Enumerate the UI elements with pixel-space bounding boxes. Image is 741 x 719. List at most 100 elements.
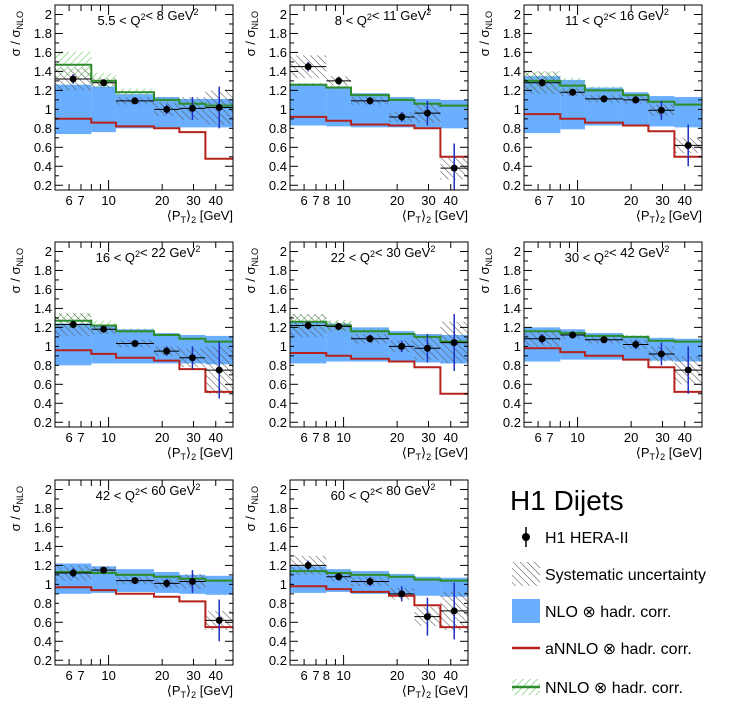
x-tick-label: 7	[77, 668, 84, 683]
y-tick-label: 1.4	[34, 539, 52, 554]
nnlo-line	[524, 79, 702, 106]
y-tick-label: 2	[280, 244, 287, 259]
panel-3: 0.2 0.4 0.6 0.8 1 1.2 1.4 1.6 1.8 2 6 7 10 20 30 40⟨PT⟩…	[477, 4, 703, 225]
y-tick-label: 0.8	[34, 121, 52, 136]
y-tick-label: 0.2	[503, 178, 521, 193]
x-tick-label: 30	[421, 430, 435, 445]
x-tick-label: 40	[444, 193, 458, 208]
y-tick-label: 2	[45, 482, 52, 497]
y-tick-label: 0.4	[269, 396, 287, 411]
data-point	[569, 331, 577, 339]
x-tick-label: 30	[186, 193, 200, 208]
x-tick-label: 10	[336, 193, 350, 208]
data-point	[304, 561, 312, 569]
x-tick-label: 30	[186, 430, 200, 445]
data-point	[100, 566, 108, 574]
data-point	[450, 164, 458, 172]
y-axis-label: σ / σNLO	[477, 11, 494, 56]
data-point	[657, 350, 665, 358]
data-point	[600, 95, 608, 103]
y-tick-label: 1.6	[269, 45, 287, 60]
data-point	[423, 109, 431, 117]
nnlo-line	[524, 330, 702, 343]
y-tick-label: 1.6	[503, 282, 521, 297]
x-tick-label: 7	[312, 668, 319, 683]
x-tick-label: 6	[300, 668, 307, 683]
y-tick-label: 1.8	[503, 263, 521, 278]
y-axis-label: σ / σNLO	[243, 248, 260, 293]
data-point	[335, 77, 343, 85]
panel-plot-area	[524, 71, 702, 167]
y-tick-label: 1.6	[269, 282, 287, 297]
nnlo-line	[290, 570, 468, 582]
x-tick-label: 20	[390, 430, 404, 445]
panel-title: 16 < Q2< 22 GeV2	[96, 244, 201, 265]
x-tick-label: 20	[624, 430, 638, 445]
y-tick-label: 2	[280, 482, 287, 497]
y-tick-label: 2	[45, 7, 52, 22]
y-tick-label: 0.2	[34, 178, 52, 193]
annlo-line	[524, 113, 702, 158]
x-tick-label: 20	[155, 668, 169, 683]
y-tick-label: 1.8	[269, 501, 287, 516]
data-point	[69, 321, 77, 329]
data-point	[632, 96, 640, 104]
x-tick-label: 6	[300, 430, 307, 445]
x-axis-label: ⟨PT⟩2 [GeV]	[636, 445, 702, 462]
x-tick-label: 8	[323, 193, 330, 208]
data-point	[215, 616, 223, 624]
x-axis-label: ⟨PT⟩2 [GeV]	[167, 683, 233, 700]
y-tick-label: 0.2	[34, 653, 52, 668]
x-tick-label: 6	[65, 668, 72, 683]
x-tick-label: 10	[336, 668, 350, 683]
legend-hatch-swatch	[512, 562, 540, 586]
panel-frame	[523, 4, 703, 191]
y-tick-label: 0.4	[269, 159, 287, 174]
x-axis-label: ⟨PT⟩2 [GeV]	[402, 683, 468, 700]
x-tick-label: 40	[678, 430, 692, 445]
y-tick-label: 0.2	[269, 178, 287, 193]
x-tick-label: 40	[209, 430, 223, 445]
y-tick-label: 0.8	[269, 121, 287, 136]
x-tick-label: 7	[77, 430, 84, 445]
data-point	[423, 613, 431, 621]
x-tick-label: 6	[300, 193, 307, 208]
data-point	[215, 366, 223, 374]
panel-frame	[289, 479, 469, 666]
panel-title: 22 < Q2< 30 GeV2	[331, 244, 436, 265]
y-tick-label: 0.2	[503, 415, 521, 430]
legend-data-marker	[522, 533, 530, 541]
x-tick-label: 30	[655, 430, 669, 445]
x-axis-label: ⟨PT⟩2 [GeV]	[402, 445, 468, 462]
y-tick-label: 0.8	[503, 121, 521, 136]
data-point	[684, 141, 692, 149]
y-axis-label: σ / σNLO	[8, 11, 25, 56]
data-point	[69, 75, 77, 83]
y-tick-label: 1	[45, 339, 52, 354]
nnlo-line	[55, 63, 233, 107]
legend-label: NNLO ⊗ hadr. corr.	[545, 680, 683, 697]
data-point	[335, 573, 343, 581]
data-point	[100, 325, 108, 333]
panel-1: 0.2 0.4 0.6 0.8 1 1.2 1.4 1.6 1.8 2 6 7 10 20 30 40⟨PT⟩…	[8, 4, 234, 225]
data-point	[398, 342, 406, 350]
data-point	[304, 321, 312, 329]
y-tick-label: 1.8	[269, 26, 287, 41]
y-tick-label: 1.2	[34, 558, 52, 573]
x-tick-label: 30	[186, 668, 200, 683]
data-point	[335, 322, 343, 330]
y-tick-label: 1.8	[34, 501, 52, 516]
y-tick-label: 2	[514, 244, 521, 259]
data-point	[366, 97, 374, 105]
data-point	[450, 339, 458, 347]
panel-plot-area	[290, 314, 468, 395]
data-point	[163, 105, 171, 113]
panel-frame	[289, 241, 469, 428]
legend-entry-nnlo: NNLO ⊗ hadr. corr.	[512, 679, 683, 697]
x-axis-label: ⟨PT⟩2 [GeV]	[636, 208, 702, 225]
y-tick-label: 1	[514, 339, 521, 354]
data-point	[423, 344, 431, 352]
y-tick-label: 1.2	[269, 558, 287, 573]
y-tick-label: 0.6	[34, 140, 52, 155]
y-tick-label: 1.4	[34, 301, 52, 316]
